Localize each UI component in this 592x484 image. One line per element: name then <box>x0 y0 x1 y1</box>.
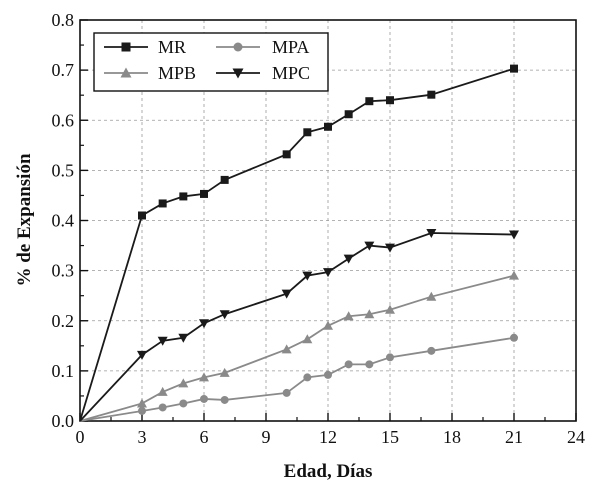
series-mpc <box>79 229 519 422</box>
data-point <box>386 353 394 362</box>
data-point <box>323 320 333 330</box>
legend-marker <box>121 42 131 52</box>
data-point <box>281 289 292 299</box>
data-point <box>385 304 395 314</box>
legend-box <box>93 32 329 92</box>
x-tick-label: 9 <box>262 427 271 447</box>
data-point <box>220 395 229 404</box>
data-point <box>302 271 313 281</box>
data-point <box>364 241 375 251</box>
y-tick-label: 0.6 <box>52 110 75 130</box>
x-tick-label: 3 <box>138 427 147 447</box>
data-point <box>510 333 518 342</box>
y-tick-label: 0.7 <box>52 60 75 80</box>
data-point <box>509 270 519 280</box>
data-point <box>137 398 147 408</box>
data-point <box>178 333 189 343</box>
data-point <box>365 97 374 106</box>
series-mpa <box>79 333 518 422</box>
data-point <box>137 350 147 360</box>
data-point <box>324 122 332 131</box>
data-point <box>199 372 209 382</box>
x-tick-label: 6 <box>200 427 209 447</box>
data-point <box>282 388 291 397</box>
data-point <box>365 360 374 369</box>
data-point <box>386 96 394 105</box>
data-point <box>324 370 332 379</box>
data-point <box>200 394 208 403</box>
y-tick-label: 0.1 <box>52 361 75 381</box>
data-point <box>344 110 353 119</box>
series-line <box>79 67 515 422</box>
legend-marker <box>233 42 243 52</box>
series-mr <box>79 64 518 422</box>
data-point <box>157 336 168 346</box>
y-tick-label: 0.5 <box>52 160 75 180</box>
x-tick-label: 0 <box>76 427 85 447</box>
data-point <box>364 309 375 319</box>
legend-label: MR <box>158 37 186 57</box>
y-axis-title: % de Expansión <box>14 153 35 286</box>
x-axis-title: Edad, Días <box>284 461 373 482</box>
data-point <box>219 310 230 320</box>
x-tick-label: 21 <box>505 427 523 447</box>
data-point <box>281 344 292 354</box>
data-point <box>343 311 354 321</box>
legend-entry-mr: MR <box>104 37 186 57</box>
data-point <box>323 268 333 278</box>
legend-label: MPB <box>158 63 196 83</box>
data-point <box>179 399 188 408</box>
legend-label: MPC <box>272 63 310 83</box>
series-line <box>79 232 515 422</box>
x-tick-label: 18 <box>443 427 461 447</box>
y-tick-label: 0.3 <box>52 261 75 281</box>
data-point <box>426 291 437 301</box>
data-point <box>199 319 209 329</box>
data-point <box>138 406 146 415</box>
series-mpb <box>79 270 519 422</box>
legend-label: MPA <box>272 37 309 57</box>
data-point <box>158 403 167 412</box>
legend-marker <box>120 67 132 78</box>
y-tick-label: 0.8 <box>52 10 75 30</box>
data-point <box>179 192 188 201</box>
data-point <box>510 64 518 73</box>
data-point <box>178 378 189 388</box>
axis-ticks: 0 3 6 9 12 15 18 21 24 0.0 0.1 0.2 0.3 0.4 0.5 0.6 0.7 0.… <box>52 10 586 447</box>
legend-entry-mpc: MPC <box>216 63 310 83</box>
data-point <box>509 230 519 240</box>
data-point <box>220 175 229 184</box>
data-point <box>302 334 313 344</box>
data-point <box>200 189 208 198</box>
series-line <box>79 274 515 422</box>
legend-marker <box>232 68 244 79</box>
data-point <box>282 150 291 159</box>
y-tick-label: 0.4 <box>52 211 75 231</box>
x-tick-label: 12 <box>319 427 337 447</box>
x-tick-label: 15 <box>381 427 399 447</box>
legend-entry-mpb: MPB <box>104 63 196 83</box>
data-point <box>157 386 168 396</box>
data-point <box>426 229 437 239</box>
legend-entry-mpa: MPA <box>216 37 309 57</box>
data-point <box>344 360 353 369</box>
data-point <box>219 367 230 377</box>
data-point <box>303 373 312 382</box>
data-point <box>303 128 312 137</box>
legend: MR MPA MPB MPC <box>93 32 329 92</box>
data-point <box>427 346 436 355</box>
data-point <box>385 243 395 253</box>
data-point <box>427 90 436 99</box>
data-point <box>138 211 146 220</box>
x-tick-label: 24 <box>567 427 585 447</box>
data-point <box>343 254 354 264</box>
y-tick-label: 0.2 <box>52 311 75 331</box>
series-group <box>79 64 519 422</box>
data-point <box>158 199 167 208</box>
y-tick-label: 0.0 <box>52 411 75 431</box>
